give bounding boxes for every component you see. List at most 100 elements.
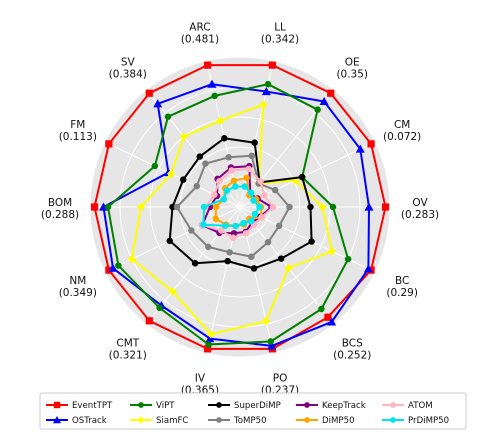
data-point-prdimp50: [232, 183, 239, 190]
legend-item-vipt: ViPT: [130, 401, 175, 411]
data-point-superdimp: [308, 238, 315, 245]
data-point-ostrack: [355, 144, 365, 153]
data-point-tomp50: [225, 154, 232, 161]
data-point-vipt: [264, 80, 272, 88]
data-point-eventtpt: [145, 317, 153, 325]
legend-label-keeptrack: KeepTrack: [322, 401, 366, 411]
data-point-atom: [211, 191, 218, 198]
axis-labels: LL (0.342) OE (0.35) CM (0.072) OV (0.283) BC (0.…: [41, 22, 439, 397]
data-point-ostrack: [267, 341, 277, 350]
series-vipt: [104, 80, 352, 348]
legend-label-siamfc: SiamFC: [156, 416, 188, 426]
legend-marker: [216, 417, 222, 423]
data-point-siamfc: [327, 247, 337, 256]
data-point-vipt: [318, 305, 325, 313]
data-point-atom: [216, 177, 223, 185]
axis-label-arc: ARC (0.481): [181, 22, 219, 46]
data-point-tomp50: [275, 222, 283, 230]
axis-label-sv: SV (0.384): [109, 56, 147, 80]
data-point-siamfc: [179, 132, 189, 141]
axis-label-bcs: BCS (0.252): [333, 338, 371, 362]
legend-marker: [138, 402, 144, 408]
legend-label-ostrack: OSTrack: [72, 416, 107, 426]
data-point-prdimp50: [200, 203, 208, 211]
data-point-vipt: [267, 338, 274, 345]
series-prdimp50: [200, 183, 263, 230]
data-point-eventtpt: [105, 140, 113, 148]
data-point-eventtpt: [367, 140, 375, 148]
data-point-eventtpt: [204, 61, 212, 69]
data-point-ostrack: [108, 263, 118, 272]
data-point-superdimp: [179, 176, 187, 183]
legend-label-vipt: ViPT: [156, 401, 175, 411]
data-point-dimp50: [212, 203, 220, 211]
data-point-ostrack: [363, 264, 373, 273]
data-point-tomp50: [226, 249, 233, 256]
data-point-superdimp: [196, 153, 204, 160]
data-point-ostrack: [205, 334, 215, 343]
data-point-vipt: [344, 255, 352, 263]
legend-item-ostrack: OSTrack: [46, 416, 107, 426]
radar-grid: [89, 56, 391, 358]
axis-label-ov: OV (0.283): [401, 197, 439, 221]
data-point-eventtpt: [324, 313, 332, 321]
data-point-tomp50: [271, 186, 279, 194]
legend-item-superdimp: SuperDiMP: [208, 401, 281, 411]
data-point-siamfc: [261, 316, 271, 326]
data-point-siamfc: [284, 263, 293, 273]
legend-marker: [390, 402, 396, 408]
legend-item-dimp50: DiMP50: [296, 416, 355, 426]
legend-label-dimp50: DiMP50: [322, 416, 355, 426]
data-point-vipt: [205, 341, 212, 348]
data-point-atom: [257, 177, 264, 185]
data-point-vipt: [151, 162, 159, 170]
legend-marker: [304, 402, 310, 408]
axis-label-nm: NM (0.349): [59, 275, 97, 299]
axis-label-fm: FM (0.113): [59, 119, 97, 143]
data-point-siamfc: [318, 202, 327, 212]
data-point-siamfc: [166, 169, 176, 178]
legend: EventTPT OSTrack ViPT SiamFC SuperDiMP ToMP50…: [39, 392, 467, 430]
data-point-prdimp50: [240, 219, 247, 227]
data-point-dimp50: [243, 174, 250, 181]
data-point-superdimp: [221, 135, 228, 142]
data-point-dimp50: [212, 215, 219, 222]
data-point-vipt: [211, 92, 218, 100]
data-point-eventtpt: [268, 61, 276, 69]
legend-label-superdimp: SuperDiMP: [234, 401, 281, 411]
data-point-dimp50: [230, 177, 238, 184]
data-point-siamfc: [216, 116, 225, 125]
legend-marker: [304, 417, 310, 423]
data-point-prdimp50: [232, 222, 239, 230]
data-point-superdimp: [166, 237, 173, 245]
data-point-atom: [242, 230, 250, 237]
data-point-atom: [228, 167, 235, 174]
data-point-prdimp50: [247, 189, 255, 197]
data-point-prdimp50: [241, 183, 248, 190]
data-point-tomp50: [204, 243, 212, 251]
legend-item-eventtpt: EventTPT: [46, 401, 113, 411]
data-point-vipt: [329, 203, 337, 211]
data-point-siamfc: [206, 330, 216, 339]
data-point-atom: [258, 214, 265, 221]
data-point-siamfc: [127, 254, 137, 264]
data-point-tomp50: [286, 203, 293, 211]
data-point-prdimp50: [251, 210, 259, 218]
data-point-prdimp50: [250, 197, 257, 204]
axis-label-oe: OE (0.35): [336, 56, 368, 80]
data-point-siamfc: [136, 202, 146, 212]
legend-item-keeptrack: KeepTrack: [296, 401, 366, 411]
data-point-tomp50: [202, 160, 209, 167]
data-point-eventtpt: [327, 89, 335, 97]
data-point-tomp50: [248, 253, 255, 260]
legend-marker: [137, 416, 145, 424]
data-point-ostrack: [153, 99, 163, 108]
data-point-prdimp50: [223, 187, 231, 194]
data-point-prdimp50: [247, 217, 255, 225]
data-point-vipt: [164, 113, 172, 120]
data-point-superdimp: [298, 173, 306, 181]
radar-series: [90, 61, 390, 353]
data-point-eventtpt: [105, 266, 113, 274]
data-point-siamfc: [168, 287, 177, 296]
